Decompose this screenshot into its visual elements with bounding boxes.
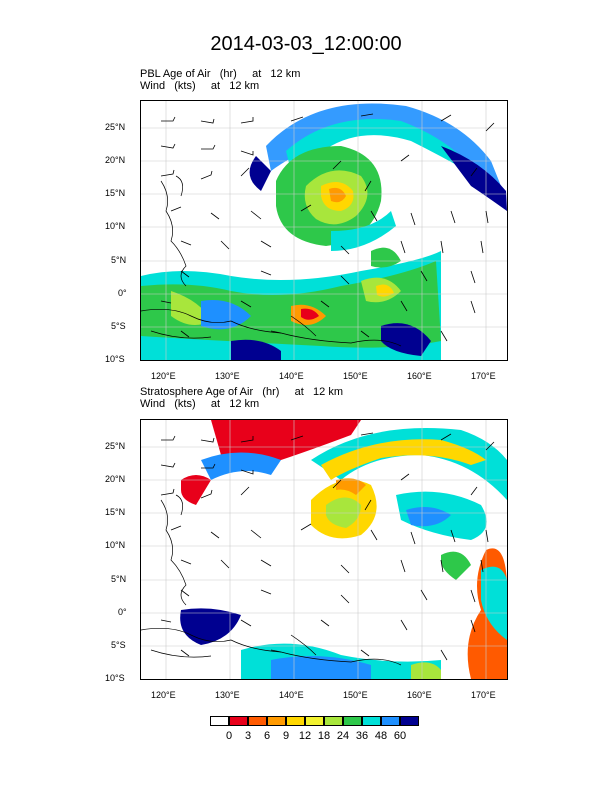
p2-lat-label: 0° xyxy=(118,607,127,617)
colorbar-box xyxy=(229,716,248,726)
p2-lat-label: 15°N xyxy=(105,507,126,517)
p1-lat-label: 20°N xyxy=(105,155,126,165)
p2-lat-label: 5°S xyxy=(111,640,126,650)
colorbar-label: 9 xyxy=(282,730,290,742)
panel1-subtitle-line2: Wind (kts) at 12 km xyxy=(140,80,260,92)
p2-lon-label: 150°E xyxy=(343,690,368,700)
p1-lon-label: 150°E xyxy=(343,371,368,381)
p2-lon-label: 160°E xyxy=(407,690,432,700)
panel2-subtitle-line2: Wind (kts) at 12 km xyxy=(140,398,260,410)
stratosphere-age-of-air-map xyxy=(140,419,508,680)
colorbar-label: 36 xyxy=(355,730,369,742)
colorbar-box xyxy=(248,716,267,726)
p1-lat-label: 0° xyxy=(118,288,127,298)
colorbar-box xyxy=(324,716,343,726)
p1-lat-label: 5°S xyxy=(111,321,126,331)
p2-lat-label: 10°S xyxy=(105,673,125,683)
colorbar-box xyxy=(305,716,324,726)
colorbar-label: 3 xyxy=(244,730,252,742)
colorbar-label: 48 xyxy=(374,730,388,742)
gridlines xyxy=(141,101,507,360)
p1-lon-label: 160°E xyxy=(407,371,432,381)
wind-barbs xyxy=(160,432,495,661)
p2-lon-label: 170°E xyxy=(471,690,496,700)
colorbar-label: 60 xyxy=(393,730,407,742)
p1-lat-label: 5°N xyxy=(111,255,127,265)
p1-lat-label: 25°N xyxy=(105,122,126,132)
figure-title: 2014-03-03_12:00:00 xyxy=(210,33,402,55)
pbl-age-field xyxy=(141,103,507,360)
p1-lat-label: 10°N xyxy=(105,221,126,231)
colorbar-box xyxy=(400,716,419,726)
p1-lat-label: 15°N xyxy=(105,188,126,198)
colorbar-box xyxy=(286,716,305,726)
colorbar-box xyxy=(343,716,362,726)
colorbar-box xyxy=(210,716,229,726)
p2-lat-label: 25°N xyxy=(105,441,126,451)
p2-lon-label: 120°E xyxy=(151,690,176,700)
colorbar-box xyxy=(381,716,400,726)
colorbar-label: 24 xyxy=(336,730,350,742)
panel2-subtitle-line1: Stratosphere Age of Air (hr) at 12 km xyxy=(140,386,343,398)
p1-lon-label: 120°E xyxy=(151,371,176,381)
stratosphere-age-field xyxy=(180,420,507,679)
gridlines xyxy=(141,420,507,679)
wind-barbs xyxy=(160,113,495,342)
p1-lat-label: 10°S xyxy=(105,354,125,364)
colorbar-label: 0 xyxy=(225,730,233,742)
colorbar-box xyxy=(362,716,381,726)
colorbar-label: 12 xyxy=(298,730,312,742)
panel1-subtitle-line1: PBL Age of Air (hr) at 12 km xyxy=(140,68,301,80)
colorbar-box xyxy=(267,716,286,726)
p2-lat-label: 10°N xyxy=(105,540,126,550)
p2-lon-label: 140°E xyxy=(279,690,304,700)
p1-lon-label: 130°E xyxy=(215,371,240,381)
p2-lat-label: 20°N xyxy=(105,474,126,484)
p2-lon-label: 130°E xyxy=(215,690,240,700)
pbl-age-of-air-map xyxy=(140,100,508,361)
colorbar-label: 6 xyxy=(263,730,271,742)
colorbar-label: 18 xyxy=(317,730,331,742)
p1-lon-label: 170°E xyxy=(471,371,496,381)
p2-lat-label: 5°N xyxy=(111,574,127,584)
p1-lon-label: 140°E xyxy=(279,371,304,381)
